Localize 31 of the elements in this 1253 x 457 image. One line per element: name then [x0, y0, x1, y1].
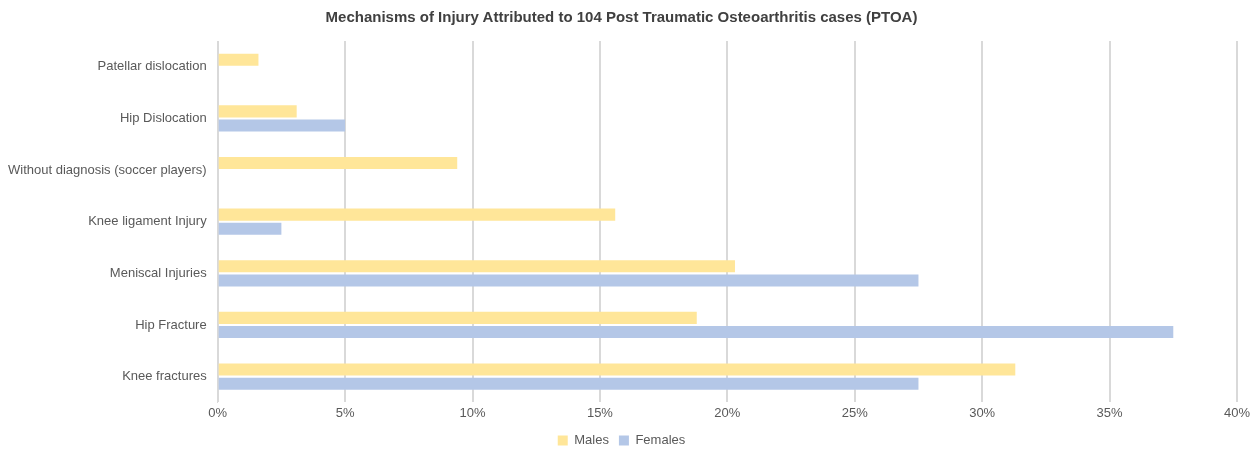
- bar: [218, 377, 919, 390]
- x-tick-label: 35%: [1096, 404, 1124, 420]
- x-tick-label: 0%: [208, 404, 228, 420]
- y-tick-label: Without diagnosis (soccer players): [7, 161, 207, 177]
- bar: [218, 105, 297, 118]
- chart-title: Mechanisms of Injury Attributed to 104 Post Traumatic Osteoarthritis cases (PTOA): [325, 8, 918, 26]
- bar: [218, 222, 282, 235]
- bar: [218, 363, 1016, 376]
- y-tick-label: Hip Fracture: [135, 316, 207, 332]
- x-tick-label: 30%: [969, 404, 996, 420]
- x-tick-label: 5%: [335, 404, 355, 420]
- bar: [218, 156, 458, 170]
- bar: [218, 326, 1174, 339]
- x-tick-label: 15%: [586, 404, 614, 420]
- x-tick-label: 40%: [1223, 404, 1251, 420]
- legend-label: Females: [635, 432, 686, 448]
- legend-label: Males: [574, 432, 610, 448]
- bar: [218, 208, 616, 221]
- bar: [218, 274, 919, 287]
- bar: [218, 260, 735, 273]
- y-tick-label: Meniscal Injuries: [109, 264, 208, 280]
- x-tick-label: 25%: [841, 404, 869, 420]
- bar: [218, 119, 346, 132]
- x-tick-label: 20%: [714, 404, 741, 420]
- y-tick-label: Knee fractures: [122, 368, 208, 384]
- y-tick-label: Knee ligament Injury: [88, 213, 208, 229]
- x-tick-label: 10%: [459, 404, 486, 420]
- bar: [218, 311, 697, 324]
- y-tick-label: Hip Dislocation: [119, 110, 207, 126]
- bar: [218, 53, 259, 66]
- y-tick-label: Patellar dislocation: [97, 58, 207, 74]
